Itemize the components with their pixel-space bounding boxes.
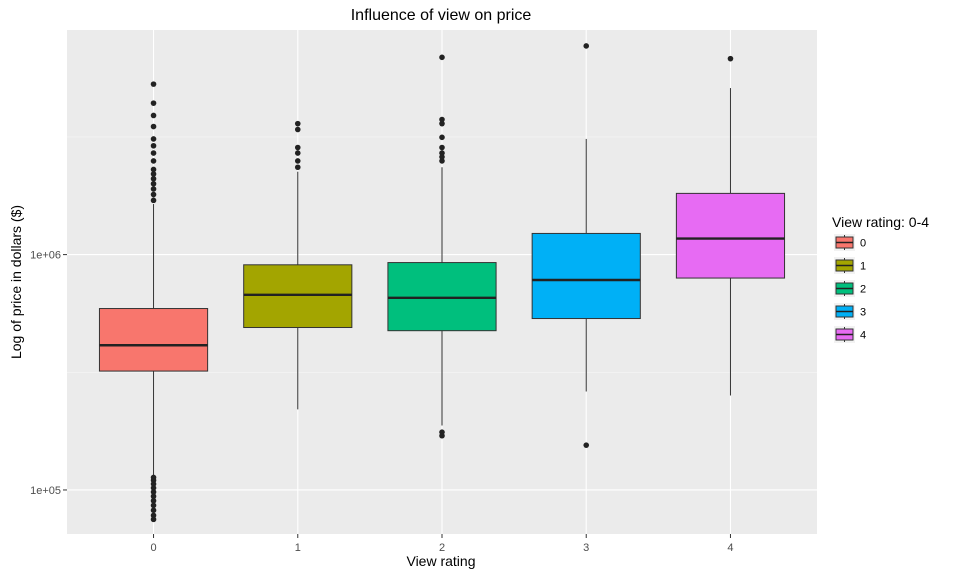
box-group-1 [243, 120, 353, 410]
outlier-0-5 [150, 493, 157, 500]
legend-items: 0 1 2 3 4 [834, 234, 866, 343]
x-tick-label-0: 0 [150, 542, 156, 554]
outlier-0-10 [150, 474, 157, 481]
box-group-2 [387, 54, 497, 439]
legend-label-1: 1 [860, 261, 866, 273]
outlier-2-8 [439, 116, 445, 123]
legend-item-2: 2 [834, 280, 866, 297]
outlier-0-20 [150, 142, 157, 149]
outlier-2-5 [439, 144, 445, 151]
outlier-1-5 [294, 120, 301, 127]
legend: View rating: 0-4 0 1 2 3 4 [832, 214, 929, 343]
outlier-0-17 [150, 166, 157, 173]
outlier-0-4 [150, 497, 157, 504]
outlier-0-11 [150, 197, 157, 204]
y-tick-label-1: 1e+06 [30, 250, 61, 262]
outlier-0-2 [150, 507, 157, 514]
legend-item-0: 0 [834, 234, 866, 251]
outlier-0-14 [150, 180, 157, 187]
outlier-0-12 [150, 191, 157, 198]
box-3 [531, 232, 641, 320]
x-tick-label-1: 1 [295, 542, 301, 554]
outlier-0-24 [150, 100, 157, 106]
box-0 [98, 308, 209, 372]
legend-label-0: 0 [860, 238, 866, 250]
outlier-2-9 [439, 54, 445, 61]
x-tick-label-4: 4 [727, 542, 733, 554]
outlier-1-4 [294, 126, 301, 133]
outlier-1-0 [294, 164, 301, 171]
outlier-0-16 [150, 171, 157, 177]
outlier-0-7 [150, 485, 157, 491]
outlier-0-21 [150, 136, 157, 142]
outlier-3-0 [583, 442, 590, 448]
outlier-0-23 [150, 112, 157, 119]
box-2 [387, 262, 497, 332]
axis-ticks: 1e+05 1e+06 0 1 2 3 4 [30, 250, 733, 554]
outlier-1-3 [294, 144, 301, 151]
y-axis-title: Log of price in dollars ($) [8, 205, 24, 359]
legend-title: View rating: 0-4 [832, 214, 929, 230]
legend-label-3: 3 [860, 307, 866, 319]
outlier-0-15 [150, 175, 157, 182]
outlier-0-25 [150, 81, 157, 87]
outlier-2-7 [439, 120, 445, 127]
outlier-0-19 [150, 150, 157, 156]
outlier-2-4 [439, 150, 445, 156]
box-1 [243, 264, 353, 329]
outlier-2-6 [439, 134, 445, 141]
outlier-2-1 [439, 429, 445, 435]
outlier-2-2 [439, 158, 445, 164]
legend-label-2: 2 [860, 284, 866, 296]
chart-title: Influence of view on price [351, 7, 532, 24]
outlier-2-3 [439, 154, 445, 160]
outlier-1-1 [294, 158, 301, 164]
outlier-4-0 [727, 55, 734, 62]
outlier-0-18 [150, 158, 157, 164]
legend-item-1: 1 [834, 257, 866, 274]
x-axis-title: View rating [406, 553, 475, 569]
outlier-0-3 [150, 502, 157, 509]
outlier-0-22 [150, 123, 157, 130]
x-tick-label-2: 2 [439, 542, 445, 554]
legend-item-4: 4 [834, 326, 866, 343]
boxes [98, 43, 786, 523]
y-tick-label-0: 1e+05 [30, 485, 61, 497]
outlier-1-2 [294, 150, 301, 156]
outlier-3-1 [583, 43, 590, 49]
box-4 [675, 192, 786, 279]
legend-item-3: 3 [834, 303, 866, 320]
outlier-0-13 [150, 186, 157, 192]
outlier-0-6 [150, 489, 157, 495]
box-group-3 [531, 43, 641, 448]
box-group-4 [675, 55, 786, 396]
outlier-0-1 [150, 512, 157, 519]
legend-label-4: 4 [860, 330, 866, 342]
x-tick-label-3: 3 [583, 542, 589, 554]
box-group-0 [98, 81, 209, 523]
outlier-0-0 [150, 516, 157, 523]
